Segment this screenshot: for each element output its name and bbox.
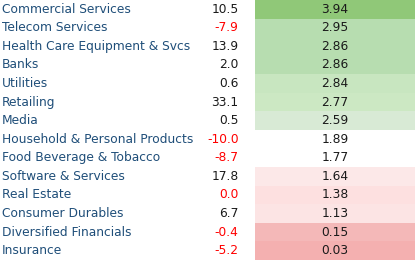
Text: 2.95: 2.95 — [322, 21, 349, 34]
Text: Telecom Services: Telecom Services — [2, 21, 107, 34]
Text: 13.9: 13.9 — [212, 40, 239, 53]
Text: 2.0: 2.0 — [219, 58, 239, 72]
Text: Diversified Financials: Diversified Financials — [2, 226, 132, 239]
Text: Food Beverage & Tobacco: Food Beverage & Tobacco — [2, 151, 160, 164]
Text: 17.8: 17.8 — [211, 170, 239, 183]
Text: Banks: Banks — [2, 58, 39, 72]
Text: Consumer Durables: Consumer Durables — [2, 207, 124, 220]
Text: -0.4: -0.4 — [215, 226, 239, 239]
Bar — [255, 74, 415, 93]
Bar — [255, 223, 415, 242]
Bar — [255, 0, 415, 18]
Text: Software & Services: Software & Services — [2, 170, 125, 183]
Text: 1.13: 1.13 — [322, 207, 349, 220]
Text: 33.1: 33.1 — [212, 96, 239, 109]
Text: Commercial Services: Commercial Services — [2, 3, 131, 16]
Text: 2.86: 2.86 — [322, 40, 349, 53]
Bar — [255, 167, 415, 186]
Text: 0.6: 0.6 — [219, 77, 239, 90]
Text: 6.7: 6.7 — [219, 207, 239, 220]
Text: -10.0: -10.0 — [207, 133, 239, 146]
Bar — [255, 204, 415, 223]
Text: 2.77: 2.77 — [322, 96, 349, 109]
Bar — [255, 242, 415, 260]
Bar — [255, 37, 415, 56]
Text: 1.89: 1.89 — [322, 133, 349, 146]
Text: 2.59: 2.59 — [322, 114, 349, 127]
Bar — [255, 93, 415, 112]
Text: 10.5: 10.5 — [211, 3, 239, 16]
Text: Retailing: Retailing — [2, 96, 56, 109]
Text: 0.0: 0.0 — [219, 188, 239, 202]
Text: Insurance: Insurance — [2, 244, 62, 257]
Text: -7.9: -7.9 — [215, 21, 239, 34]
Text: Media: Media — [2, 114, 39, 127]
Text: 2.86: 2.86 — [322, 58, 349, 72]
Text: 1.64: 1.64 — [322, 170, 349, 183]
Text: Household & Personal Products: Household & Personal Products — [2, 133, 193, 146]
Text: 1.38: 1.38 — [322, 188, 349, 202]
Text: Real Estate: Real Estate — [2, 188, 71, 202]
Bar — [255, 186, 415, 204]
Bar — [255, 56, 415, 74]
Text: 1.77: 1.77 — [322, 151, 349, 164]
Text: 0.5: 0.5 — [219, 114, 239, 127]
Text: 2.84: 2.84 — [322, 77, 349, 90]
Text: 3.94: 3.94 — [322, 3, 349, 16]
Text: -8.7: -8.7 — [215, 151, 239, 164]
Text: Utilities: Utilities — [2, 77, 48, 90]
Text: -5.2: -5.2 — [215, 244, 239, 257]
Bar — [255, 112, 415, 130]
Bar — [255, 18, 415, 37]
Text: 0.03: 0.03 — [322, 244, 349, 257]
Text: Health Care Equipment & Svcs: Health Care Equipment & Svcs — [2, 40, 190, 53]
Text: 0.15: 0.15 — [322, 226, 349, 239]
